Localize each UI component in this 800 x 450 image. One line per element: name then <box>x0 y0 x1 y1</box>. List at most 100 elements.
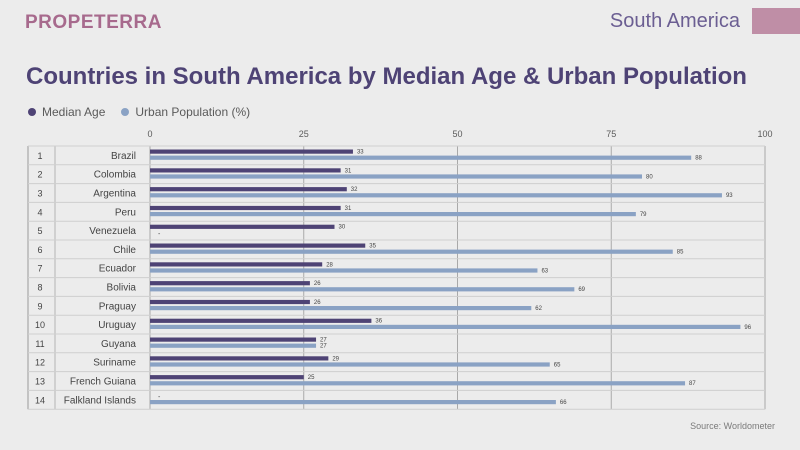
x-tick-label: 0 <box>147 129 152 139</box>
median-age-bar <box>150 299 310 305</box>
source-note: Source: Worldometer <box>690 421 775 431</box>
chart-title: Countries in South America by Median Age… <box>26 63 747 90</box>
median-age-bar <box>150 318 372 323</box>
legend-label-median-age: Median Age <box>42 105 106 119</box>
median-age-value-label: 31 <box>345 206 352 212</box>
rank-label: 12 <box>35 358 45 368</box>
region-label: South America <box>609 10 740 32</box>
urban-population-bar <box>150 362 550 367</box>
median-age-value-label: 25 <box>308 375 315 381</box>
urban-population-bar <box>150 400 556 405</box>
urban-population-bar <box>150 268 538 273</box>
rank-label: 9 <box>37 301 42 311</box>
median-age-bar <box>150 375 304 380</box>
urban-population-value-label: 93 <box>726 193 733 199</box>
urban-population-bar <box>150 287 575 292</box>
urban-population-value-label: 62 <box>535 306 542 312</box>
median-age-value-label: 36 <box>375 319 382 325</box>
x-tick-label: 50 <box>452 129 462 139</box>
x-tick-label: 75 <box>606 129 616 139</box>
country-label: Praguay <box>99 301 136 312</box>
urban-population-value-label: 63 <box>541 268 548 274</box>
urban-population-value-label: 79 <box>640 212 647 218</box>
country-label: Ecuador <box>99 264 137 275</box>
median-age-value-label: 35 <box>369 244 376 250</box>
median-age-bar <box>150 243 366 248</box>
urban-population-bar <box>150 174 642 179</box>
rank-label: 7 <box>37 264 42 274</box>
legend-swatch-median-age <box>28 108 36 116</box>
urban-population-value-label: 96 <box>744 325 751 331</box>
rank-label: 1 <box>37 151 42 161</box>
country-label: Colombia <box>94 170 137 181</box>
median-age-value-label: 30 <box>339 225 346 231</box>
median-age-bar <box>150 337 317 342</box>
country-label: Bolivia <box>107 283 137 294</box>
urban-population-value-label: 80 <box>646 174 653 180</box>
urban-population-bar <box>150 193 722 198</box>
urban-population-value-label: 87 <box>689 381 696 387</box>
median-age-value-label: 26 <box>314 300 321 306</box>
country-label: Uruguay <box>98 320 136 331</box>
rank-label: 6 <box>37 245 42 255</box>
median-age-bar <box>150 149 353 154</box>
median-age-value-label: 27 <box>320 338 327 344</box>
urban-population-value-label: - <box>158 231 161 238</box>
brand-logo: PROPETERRA <box>25 12 162 33</box>
rank-label: 13 <box>35 377 45 387</box>
rank-label: 10 <box>35 320 45 330</box>
corner-accent-block <box>752 8 800 34</box>
country-label: Argentina <box>93 189 136 200</box>
country-label: Falkland Islands <box>64 395 136 406</box>
median-age-bar <box>150 187 347 192</box>
urban-population-bar <box>150 212 636 217</box>
country-label: Venezuela <box>89 226 136 237</box>
chart-legend: Median Age Urban Population (%) <box>28 105 250 119</box>
median-age-value-label: 29 <box>332 356 339 362</box>
country-label: Chile <box>113 245 136 256</box>
rank-label: 2 <box>37 170 42 180</box>
country-label: French Guiana <box>70 377 137 388</box>
urban-population-value-label: 66 <box>560 400 567 406</box>
legend-swatch-urban-population <box>121 108 130 116</box>
rank-label: 8 <box>37 283 42 293</box>
urban-population-value-label: 85 <box>677 250 684 256</box>
country-label: Guyana <box>101 339 136 350</box>
rank-label: 11 <box>35 339 44 349</box>
median-age-bar <box>150 205 341 211</box>
urban-population-bar <box>150 155 692 160</box>
urban-population-bar <box>150 324 741 329</box>
median-age-value-label: - <box>158 394 161 401</box>
urban-population-bar <box>150 249 673 254</box>
median-age-bar <box>150 168 341 173</box>
urban-population-value-label: 69 <box>578 287 585 293</box>
x-tick-label: 25 <box>299 129 309 139</box>
median-age-value-label: 32 <box>351 187 358 193</box>
x-tick-label: 100 <box>757 129 772 139</box>
urban-population-bar <box>150 343 317 348</box>
urban-population-bar <box>150 306 532 311</box>
rank-label: 3 <box>37 189 42 199</box>
rank-label: 5 <box>37 226 42 236</box>
median-age-value-label: 28 <box>326 262 333 268</box>
median-age-bar <box>150 356 329 361</box>
median-age-value-label: 26 <box>314 281 321 287</box>
median-age-bar <box>150 224 335 229</box>
urban-population-bar <box>150 381 686 386</box>
country-label: Suriname <box>93 358 136 369</box>
median-age-value-label: 33 <box>357 150 364 156</box>
urban-population-value-label: 65 <box>554 362 561 368</box>
country-label: Peru <box>115 207 136 218</box>
country-label: Brazil <box>111 151 136 162</box>
median-age-value-label: 31 <box>345 168 352 174</box>
legend-item-urban-population: Urban Population (%) <box>121 105 250 119</box>
rank-label: 14 <box>35 395 45 405</box>
median-age-bar <box>150 262 323 267</box>
urban-population-value-label: 27 <box>320 344 327 350</box>
legend-item-median-age: Median Age <box>28 105 105 119</box>
urban-population-value-label: 88 <box>695 156 702 162</box>
rank-label: 4 <box>37 207 42 217</box>
median-age-bar <box>150 281 310 286</box>
legend-label-urban-population: Urban Population (%) <box>135 105 251 119</box>
